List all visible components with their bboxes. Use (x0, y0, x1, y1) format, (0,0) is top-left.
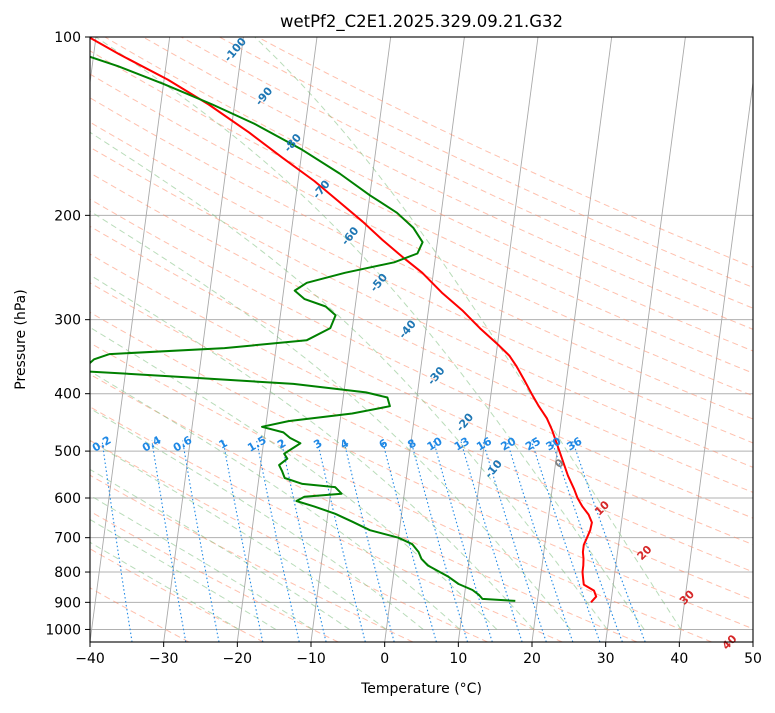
dry-adiabat-line (90, 198, 753, 519)
isotherm-gridline (236, 37, 318, 642)
isotherm-gridline (90, 37, 171, 642)
mixing-ratio-line (571, 440, 646, 642)
x-tick-label: 40 (670, 651, 688, 667)
moist-adiabat-line (253, 37, 682, 630)
isotherm-gridline (605, 37, 686, 642)
moist-adiabat-line (90, 326, 498, 630)
dry-adiabat-line (90, 282, 753, 601)
y-tick-label: 300 (54, 313, 81, 329)
isotherm-gridline (678, 79, 753, 642)
moist-adiabat-line (90, 131, 608, 630)
chart-title: wetPf2_C2E1.2025.329.09.21.G32 (280, 12, 563, 32)
dry-adiabat-line (90, 342, 712, 642)
dry-adiabat-line (90, 439, 488, 642)
x-axis-label: Temperature (°C) (360, 681, 482, 697)
dry-adiabat-line (90, 172, 753, 493)
moist-adiabat-line (94, 37, 645, 630)
dry-adiabat-line (90, 50, 753, 374)
moist-adiabat-line (90, 274, 535, 630)
mixing-ratio-line (222, 440, 264, 642)
moist-adiabat-line (90, 440, 387, 630)
moist-adiabat-line (90, 541, 240, 630)
moist-adiabat-line (90, 210, 571, 630)
x-tick-label: −30 (149, 651, 179, 667)
mixing-ratio-line (432, 440, 493, 642)
dewpoint-profile-line (90, 55, 516, 602)
dry-adiabat-line (104, 37, 753, 352)
x-tick-label: 20 (523, 651, 541, 667)
y-tick-label: 700 (54, 531, 81, 547)
mixing-ratio-line (316, 440, 366, 642)
mixing-ratio-line (381, 440, 437, 642)
x-tick-label: −40 (75, 651, 105, 667)
x-tick-label: 30 (597, 651, 615, 667)
y-axis-label: Pressure (hPa) (13, 289, 29, 389)
mixing-ratio-line (460, 440, 523, 642)
moist-adiabat-line (90, 468, 350, 630)
moist-adiabat-line (90, 370, 461, 630)
mixing-ratio-line (101, 440, 133, 642)
dry-adiabat-line (90, 548, 264, 642)
dry-adiabat-line (90, 510, 339, 642)
mixing-ratio-line (256, 440, 300, 642)
moist-adiabat-line (90, 407, 424, 630)
dry-adiabat-line (90, 253, 753, 573)
x-tick-label: −10 (296, 651, 326, 667)
y-tick-label: 800 (54, 565, 81, 581)
dry-adiabat-line (219, 37, 753, 289)
x-tick-label: 10 (449, 651, 467, 667)
temperature-profile-line (90, 37, 598, 603)
y-tick-label: 500 (54, 444, 81, 460)
mixing-ratio-line (551, 440, 623, 642)
mixing-ratio-line (280, 440, 327, 642)
dry-adiabat-line (90, 225, 753, 546)
isotherm-gridline (163, 37, 244, 642)
x-tick-label: 50 (744, 651, 762, 667)
plot-frame (89, 36, 754, 643)
y-tick-label: 600 (54, 491, 81, 507)
y-tick-label: 1000 (45, 622, 81, 638)
y-tick-label: 100 (54, 30, 81, 46)
dry-adiabat-line (90, 406, 563, 642)
isotherm-gridline (384, 37, 465, 642)
dry-adiabat-line (90, 373, 638, 642)
moist-adiabat-line (90, 518, 277, 630)
isotherm-gridline (457, 37, 539, 642)
dry-adiabat-line (90, 121, 753, 444)
x-tick-label: −20 (223, 651, 253, 667)
y-tick-label: 400 (54, 387, 81, 403)
dry-adiabat-line (90, 97, 753, 420)
dry-adiabat-line (90, 311, 753, 630)
y-tick-label: 200 (54, 208, 81, 224)
mixing-ratio-line (410, 440, 469, 642)
x-tick-label: 0 (380, 651, 389, 667)
mixing-ratio-line (151, 440, 187, 642)
mixing-ratio-line (182, 440, 220, 642)
mixing-ratio-line (343, 440, 395, 642)
y-tick-label: 900 (54, 595, 81, 611)
